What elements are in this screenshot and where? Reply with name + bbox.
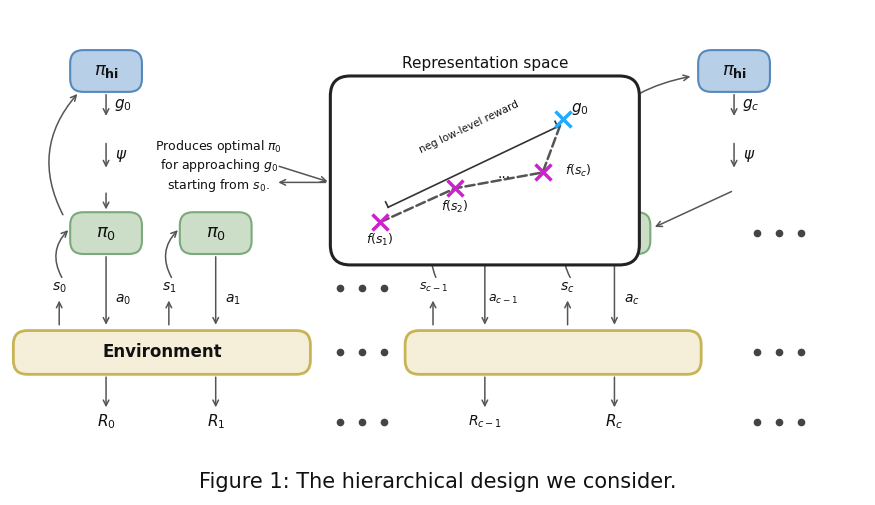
FancyBboxPatch shape: [70, 50, 142, 92]
Text: neg low-level reward: neg low-level reward: [418, 99, 521, 155]
Text: for approaching $\boldsymbol{g_0}$: for approaching $\boldsymbol{g_0}$: [159, 157, 277, 174]
Text: $f(s_2)$: $f(s_2)$: [441, 199, 469, 215]
Text: starting from $\boldsymbol{s_0}$.: starting from $\boldsymbol{s_0}$.: [167, 177, 270, 194]
FancyBboxPatch shape: [70, 212, 142, 254]
Text: Representation space: Representation space: [402, 56, 568, 71]
Text: $\boldsymbol{s_c}$: $\boldsymbol{s_c}$: [560, 281, 575, 295]
Text: $f(s_c)$: $f(s_c)$: [564, 163, 592, 178]
Text: $\boldsymbol{R_c}$: $\boldsymbol{R_c}$: [606, 413, 624, 431]
Text: $\boldsymbol{R_1}$: $\boldsymbol{R_1}$: [206, 413, 225, 431]
Text: $\psi$: $\psi$: [115, 147, 127, 164]
Text: $f(s_1)$: $f(s_1)$: [367, 232, 394, 248]
FancyBboxPatch shape: [331, 76, 640, 265]
Text: $\pi_c$: $\pi_c$: [605, 224, 624, 242]
Text: $\pi_0$: $\pi_0$: [96, 224, 116, 242]
Text: $\boldsymbol{a_0}$: $\boldsymbol{a_0}$: [115, 292, 131, 307]
FancyBboxPatch shape: [180, 212, 252, 254]
Text: $\pi_{\mathbf{hi}}$: $\pi_{\mathbf{hi}}$: [722, 62, 746, 80]
FancyBboxPatch shape: [13, 331, 311, 374]
Text: $\pi_0$: $\pi_0$: [206, 224, 226, 242]
Text: $\psi$: $\psi$: [743, 147, 755, 164]
Text: $\boldsymbol{s_0}$: $\boldsymbol{s_0}$: [52, 281, 66, 295]
FancyBboxPatch shape: [578, 212, 650, 254]
Text: $\pi_{\mathbf{hi}}$: $\pi_{\mathbf{hi}}$: [94, 62, 119, 80]
Text: $\boldsymbol{s_{c-1}}$: $\boldsymbol{s_{c-1}}$: [418, 281, 447, 294]
FancyBboxPatch shape: [405, 331, 701, 374]
Text: $\boldsymbol{s_1}$: $\boldsymbol{s_1}$: [162, 281, 176, 295]
Text: $\pi_0$: $\pi_0$: [475, 224, 495, 242]
Text: $\boldsymbol{g_0}$: $\boldsymbol{g_0}$: [570, 101, 588, 117]
FancyBboxPatch shape: [698, 50, 770, 92]
Text: Figure 1: The hierarchical design we consider.: Figure 1: The hierarchical design we con…: [199, 472, 676, 492]
Text: $\boldsymbol{g_0}$: $\boldsymbol{g_0}$: [114, 97, 132, 113]
FancyBboxPatch shape: [449, 212, 521, 254]
Text: $\boldsymbol{R_0}$: $\boldsymbol{R_0}$: [97, 413, 116, 431]
Text: $\boldsymbol{g_c}$: $\boldsymbol{g_c}$: [742, 97, 760, 113]
Text: Produces optimal $\boldsymbol{\pi_0}$: Produces optimal $\boldsymbol{\pi_0}$: [155, 138, 283, 155]
Text: $\boldsymbol{R_{c-1}}$: $\boldsymbol{R_{c-1}}$: [468, 414, 502, 430]
Text: $\boldsymbol{a_c}$: $\boldsymbol{a_c}$: [624, 292, 640, 307]
Text: Environment: Environment: [102, 343, 221, 362]
Text: $\boldsymbol{a_1}$: $\boldsymbol{a_1}$: [225, 292, 241, 307]
Text: ...: ...: [497, 168, 510, 181]
Text: $\boldsymbol{a_{c-1}}$: $\boldsymbol{a_{c-1}}$: [488, 293, 518, 307]
